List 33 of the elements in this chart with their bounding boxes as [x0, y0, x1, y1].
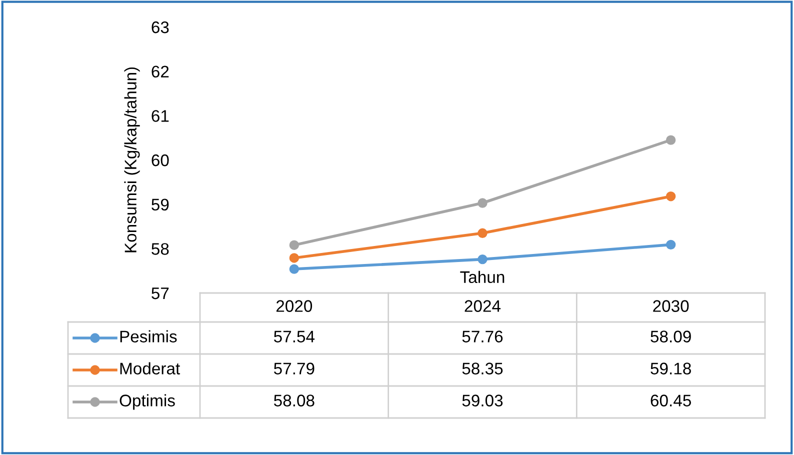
x-tick-label: 2020 — [276, 300, 312, 312]
point — [478, 198, 488, 208]
point — [478, 228, 488, 238]
y-axis-title: Konsumsi (Kg/kap/tahun) — [124, 67, 140, 252]
y-tick-label: 59 — [152, 198, 169, 211]
point — [289, 264, 300, 274]
y-tick-label: 62 — [152, 66, 169, 78]
point — [289, 240, 300, 250]
legend-label: Moderat — [120, 362, 180, 374]
data-label: 57.54 — [274, 330, 315, 342]
data-label: 58.09 — [650, 330, 691, 342]
data-label: 60.45 — [650, 394, 691, 406]
data-label: 57.76 — [462, 330, 503, 342]
x-axis-title: Tahun — [460, 270, 504, 284]
point — [666, 191, 676, 202]
point — [666, 135, 676, 145]
point — [666, 240, 676, 250]
data-label: 59.03 — [462, 394, 503, 406]
x-tick-label: 2030 — [653, 300, 689, 312]
y-tick-label: 57 — [152, 288, 169, 300]
y-tick-label: 61 — [152, 110, 169, 122]
point — [289, 253, 300, 263]
data-label: 57.79 — [274, 362, 314, 374]
y-tick-label: 63 — [152, 21, 169, 34]
x-tick-label: 2024 — [464, 300, 501, 312]
point — [478, 254, 488, 264]
data-label: 58.35 — [462, 362, 503, 374]
legend-label: Optimis — [120, 394, 175, 410]
y-tick-label: 60 — [152, 154, 169, 166]
data-label: 58.08 — [274, 394, 314, 406]
legend-label: Pesimis — [120, 330, 177, 342]
data-label: 59.18 — [650, 362, 691, 374]
y-tick-label: 58 — [152, 243, 169, 255]
